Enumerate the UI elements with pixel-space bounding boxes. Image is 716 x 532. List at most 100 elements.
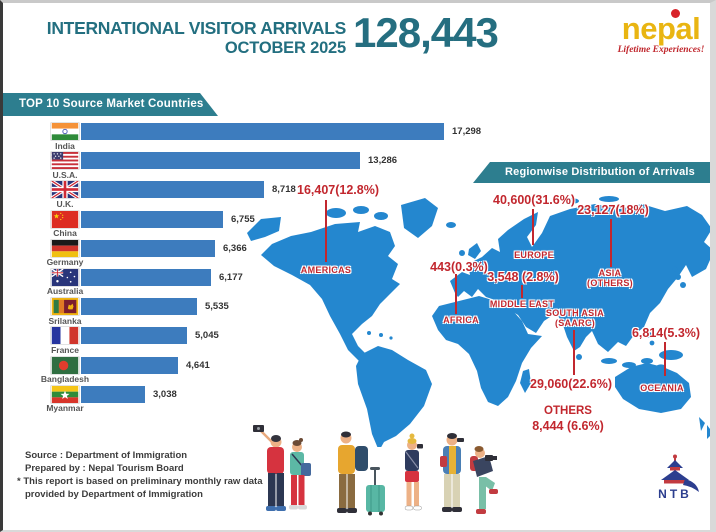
bar-france <box>81 327 187 345</box>
flag-germany-icon <box>51 239 79 257</box>
man-with-binoculars <box>440 433 464 512</box>
total-arrivals-value: 128,443 <box>353 9 499 56</box>
bar-value: 6,366 <box>223 242 247 254</box>
country-label: U.S.A. <box>52 169 78 180</box>
bar-china <box>81 210 223 228</box>
disclaimer-line: * This report is based on preliminary mo… <box>17 476 263 487</box>
bar-row-germany: Germany 6,366 <box>47 238 471 267</box>
world-map <box>247 196 710 447</box>
flag-usa-icon <box>51 152 79 170</box>
country-label: Bangladesh <box>40 374 90 384</box>
region-asia-others-value: 23,127(18%) <box>577 203 649 217</box>
bar-row-srilanka: Srilanka 5,535 <box>48 296 471 326</box>
region-south-asia-line <box>573 330 575 375</box>
region-europe-name: EUROPE <box>514 250 554 260</box>
brand-tagline: Lifetime Experiences! <box>617 45 705 55</box>
region-africa-value: 443(0.3%) <box>430 260 488 274</box>
flag-china-icon <box>51 210 79 228</box>
map-title-banner: Regionwise Distribution of Arrivals <box>473 162 710 183</box>
country-label: Srilanka <box>48 315 82 326</box>
bar-value: 6,755 <box>231 213 255 225</box>
source-line: Source : Department of Immigration <box>25 450 188 461</box>
country-label: France <box>51 344 79 355</box>
region-oceania-line <box>664 342 666 376</box>
country-label: Myanmar <box>46 403 84 414</box>
bar-value: 4,641 <box>186 359 210 371</box>
bar-australia <box>81 268 211 286</box>
bar-row-china: China 6,755 <box>51 209 471 238</box>
country-label: India <box>55 140 75 151</box>
bar-value: 6,177 <box>219 271 243 283</box>
bar-row-bangladesh: Bangladesh 4,641 <box>41 355 471 384</box>
flag-srilanka-icon <box>51 298 79 316</box>
bar-row-france: France 5,045 <box>51 325 471 355</box>
ntb-text: NTB <box>658 487 692 501</box>
ntb-logo: NTB <box>658 454 699 501</box>
new-zealand <box>699 417 705 431</box>
region-europe-value: 40,600(31.6%) <box>492 193 576 207</box>
new-guinea <box>659 350 683 360</box>
flag-france-icon <box>51 327 79 345</box>
region-others-name: OTHERS <box>544 405 592 417</box>
region-south-asia-name: SOUTH ASIA (SAARC) <box>545 308 605 328</box>
greenland <box>401 198 438 238</box>
region-south-asia-value: 29,060(22.6%) <box>529 377 613 391</box>
region-americas-value: 16,407(12.8%) <box>296 183 380 197</box>
bar-row-india: India 17,298 <box>51 121 481 151</box>
woman-with-camera <box>404 433 423 511</box>
region-others: OTHERS 8,444 (6.6%) <box>532 405 604 433</box>
bar-germany <box>81 239 215 257</box>
tourists-illustration <box>253 425 498 516</box>
title-line2: OCTOBER 2025 <box>224 39 346 57</box>
flag-uk-icon <box>51 181 79 199</box>
bar-value: 5,535 <box>205 301 229 313</box>
bar-row-usa: U.S.A. 13,286 <box>51 150 471 180</box>
bar-value: 17,298 <box>452 126 482 137</box>
region-middle-east-line <box>521 285 523 298</box>
region-americas-name: AMERICAS <box>300 265 352 275</box>
bar-row-australia: Australia 6,177 <box>47 267 471 296</box>
region-africa-name: AFRICA <box>443 315 479 325</box>
british-isles <box>468 243 481 259</box>
bar-value: 8,718 <box>272 184 296 196</box>
top10-bar-chart: India 17,298 U.S.A. 13,286 U.K. 8,718 Ch… <box>41 121 481 413</box>
region-middle-east-value: 3,548 (2.8%) <box>487 270 559 284</box>
disclaimer-line2: provided by Department of Immigration <box>25 489 203 500</box>
flag-myanmar-icon <box>51 385 79 403</box>
crouching-photographer <box>470 446 498 514</box>
bar-srilanka <box>81 298 197 316</box>
continent-north-america <box>261 222 400 362</box>
region-asia-others-name: ASIA (OTHERS) <box>587 268 633 288</box>
region-europe-line <box>532 209 534 245</box>
prepared-by-line: Prepared by : Nepal Tourism Board <box>25 463 184 474</box>
backpacker-with-suitcase <box>337 431 385 516</box>
continent-africa <box>432 296 542 406</box>
chart-title-banner: TOP 10 Source Market Countries <box>3 93 218 116</box>
bar-bangladesh <box>81 356 178 374</box>
bar-uk <box>81 181 264 199</box>
region-americas-line <box>325 200 327 262</box>
region-middle-east-name: MIDDLE EAST <box>489 299 555 309</box>
alaska <box>247 217 281 241</box>
region-asia-others-line <box>610 219 612 267</box>
continent-australia <box>615 363 691 413</box>
region-oceania-value: 6,814(5.3%) <box>631 326 701 340</box>
bar-row-uk: U.K. 8,718 <box>51 179 471 209</box>
nepal-wordmark: nepal <box>621 9 701 46</box>
continent-south-america <box>356 346 432 447</box>
bar-india <box>81 123 444 140</box>
madagascar <box>520 369 531 393</box>
country-label: Germany <box>46 257 84 268</box>
page-title: INTERNATIONAL VISITOR ARRIVALS OCTOBER 2… <box>13 18 347 58</box>
selfie-couple <box>253 425 311 511</box>
bar-row-myanmar: Myanmar 3,038 <box>46 384 471 413</box>
country-label: U.K. <box>56 198 74 209</box>
bar-myanmar <box>81 385 145 403</box>
bar-usa <box>81 152 360 170</box>
region-others-value: 8,444 (6.6%) <box>532 419 604 433</box>
region-oceania-name: OCEANIA <box>640 383 684 393</box>
country-label: China <box>53 228 77 239</box>
source-notes: Source : Department of Immigration Prepa… <box>17 449 262 501</box>
region-africa-line <box>455 274 457 314</box>
